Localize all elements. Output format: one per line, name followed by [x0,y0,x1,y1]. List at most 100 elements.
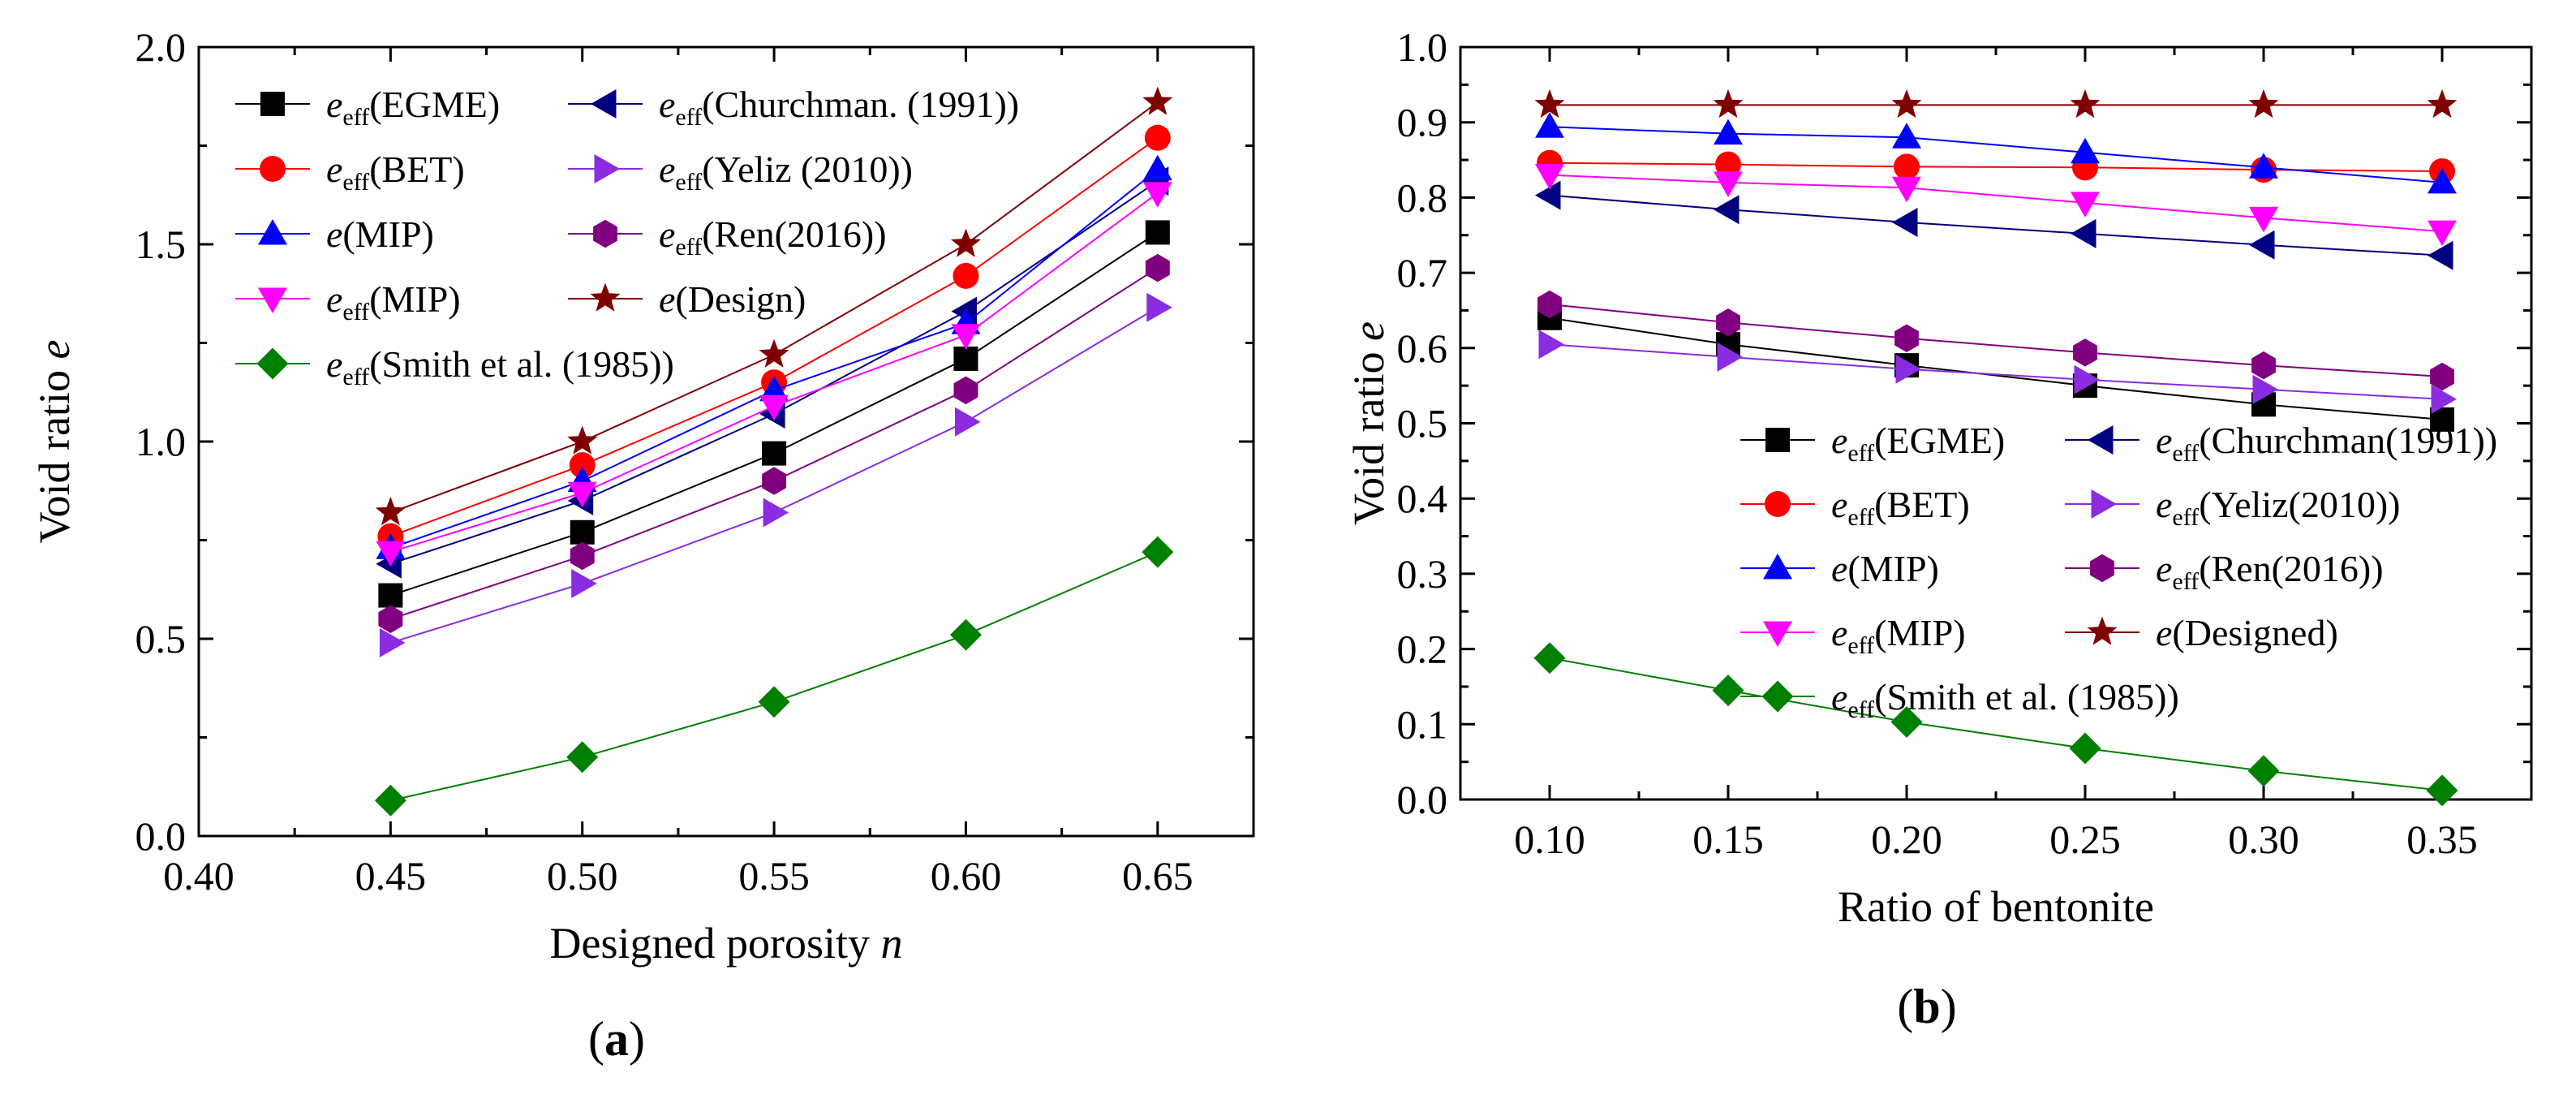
data-point-design [375,497,406,526]
data-point-smith [2069,732,2101,765]
legend-label-sub: eff [1847,504,1874,531]
legend-marker [1765,491,1791,517]
legend-label-sub: eff [675,169,702,196]
series-effmip [1535,164,2457,247]
data-point-effmip [376,541,406,567]
data-point-mip [2249,153,2278,179]
legend-label-var: e [326,278,342,320]
legend-label: e(Design) [659,278,806,320]
y-tick-label: 0.6 [1397,325,1448,371]
legend-label: eeff(Churchman. (1991)) [659,84,1019,131]
legend-entry-smith: eeff(Smith et al. (1985)) [1740,676,2179,723]
y-axis-title: Void ratio e [30,340,79,544]
legend-label-text: (Smith et al. (1985)) [369,343,674,385]
legend-marker [2091,489,2117,519]
data-point-bet [1894,153,1920,180]
data-point-churchman [2071,218,2096,248]
data-point-ren [1537,290,1562,319]
legend-label-text: (Ren(2016)) [702,213,886,255]
x-axis-title: Ratio of bentonite [1838,882,2154,931]
legend-label: e(Designed) [2156,612,2338,653]
data-point-ren [570,541,595,571]
x-tick-label: 0.30 [2228,817,2299,862]
legend-label-var: e [659,213,675,255]
series-ren [1537,290,2454,391]
data-point-design [950,228,981,257]
data-point-effmip [951,324,981,350]
x-tick-label: 0.10 [1514,817,1585,862]
data-point-smith [1712,674,1744,707]
legend-label-var: e [659,149,675,190]
legend-entry-egme: eeff(EGME) [235,84,500,131]
data-point-yeliz [1538,330,1564,360]
legend-label: eeff(EGME) [1831,420,2005,467]
data-point-smith [374,784,406,817]
y-tick-label: 0.0 [135,813,187,859]
data-point-egme [953,346,978,371]
legend-label-text: (Churchman. (1991)) [702,84,1019,125]
data-point-smith [1533,642,1566,674]
legend-entry-designed: e(Designed) [2065,612,2338,653]
data-point-mip [2428,167,2457,194]
legend-label-var: e [1831,612,1847,653]
series-line-yeliz [1549,343,2443,400]
legend-marker [258,287,287,313]
data-point-ren [1145,253,1170,282]
data-point-designed [1891,88,1922,119]
x-tick-label: 0.20 [1871,817,1942,862]
data-point-effmip [1714,171,1743,197]
x-axis-title-text: Designed porosity [550,919,881,968]
series-mip [1535,112,2457,194]
data-point-effmip [567,481,597,508]
legend-label: eeff(Ren(2016)) [2156,548,2384,595]
x-tick-label: 0.50 [547,853,618,899]
legend-label: e(MIP) [1831,548,1939,589]
legend-marker [2088,425,2114,455]
legend-label-var: e [2156,548,2172,589]
legend-entry-bet: eeff(BET) [235,149,465,196]
legend-label-sub: eff [1847,440,1874,467]
legend-marker [1763,621,1792,647]
data-point-effmip [1535,164,1564,190]
legend-label: eeff(EGME) [326,84,500,131]
series-yeliz [1538,330,2457,414]
data-point-smith [1890,706,1923,738]
data-point-churchman [2428,240,2453,270]
legend-label: e(MIP) [326,213,434,255]
legend-label-var: e [1831,484,1847,525]
y-tick-label: 0.1 [1397,701,1448,747]
x-tick-label: 0.40 [163,853,234,899]
data-point-mip [2071,137,2100,164]
data-point-ren [1716,308,1740,337]
data-point-yeliz [2252,374,2278,404]
data-point-smith [758,686,790,718]
legend-label-text: (Churchman(1991)) [2199,420,2497,461]
legend-entry-egme: eeff(EGME) [1740,420,2005,467]
data-point-ren [953,376,978,405]
data-point-effmip [1142,182,1172,208]
data-point-churchman [2249,230,2275,260]
legend-entry-ren: eeff(Ren(2016)) [2065,548,2384,595]
legend-label-sub: eff [342,364,369,390]
series-line-bet [1549,162,2443,172]
legend-label-text: (EGME) [1874,420,2005,461]
legend-label-text: (EGME) [369,84,500,125]
legend-marker [2087,616,2118,645]
x-axis-title: Designed porosity n [550,919,903,968]
y-tick-label: 0.7 [1397,250,1448,295]
legend-label-sub: eff [1847,632,1874,659]
legend-entry-smith: eeff(Smith et al. (1985)) [235,343,674,390]
data-point-bet [953,262,979,289]
data-point-churchman [1714,195,1740,225]
data-point-effmip [1892,176,1921,203]
series-bet [1537,149,2455,184]
x-tick-label: 0.65 [1122,853,1193,899]
panel-label-close: ) [1941,980,1957,1033]
legend-label: eeff(Yeliz (2010)) [659,149,913,196]
data-point-mip [1142,154,1172,181]
legend-label-text: (MIP) [369,278,460,320]
legend-label-text: (MIP) [342,213,433,255]
data-point-yeliz [955,407,981,437]
legend-marker [2090,554,2114,583]
